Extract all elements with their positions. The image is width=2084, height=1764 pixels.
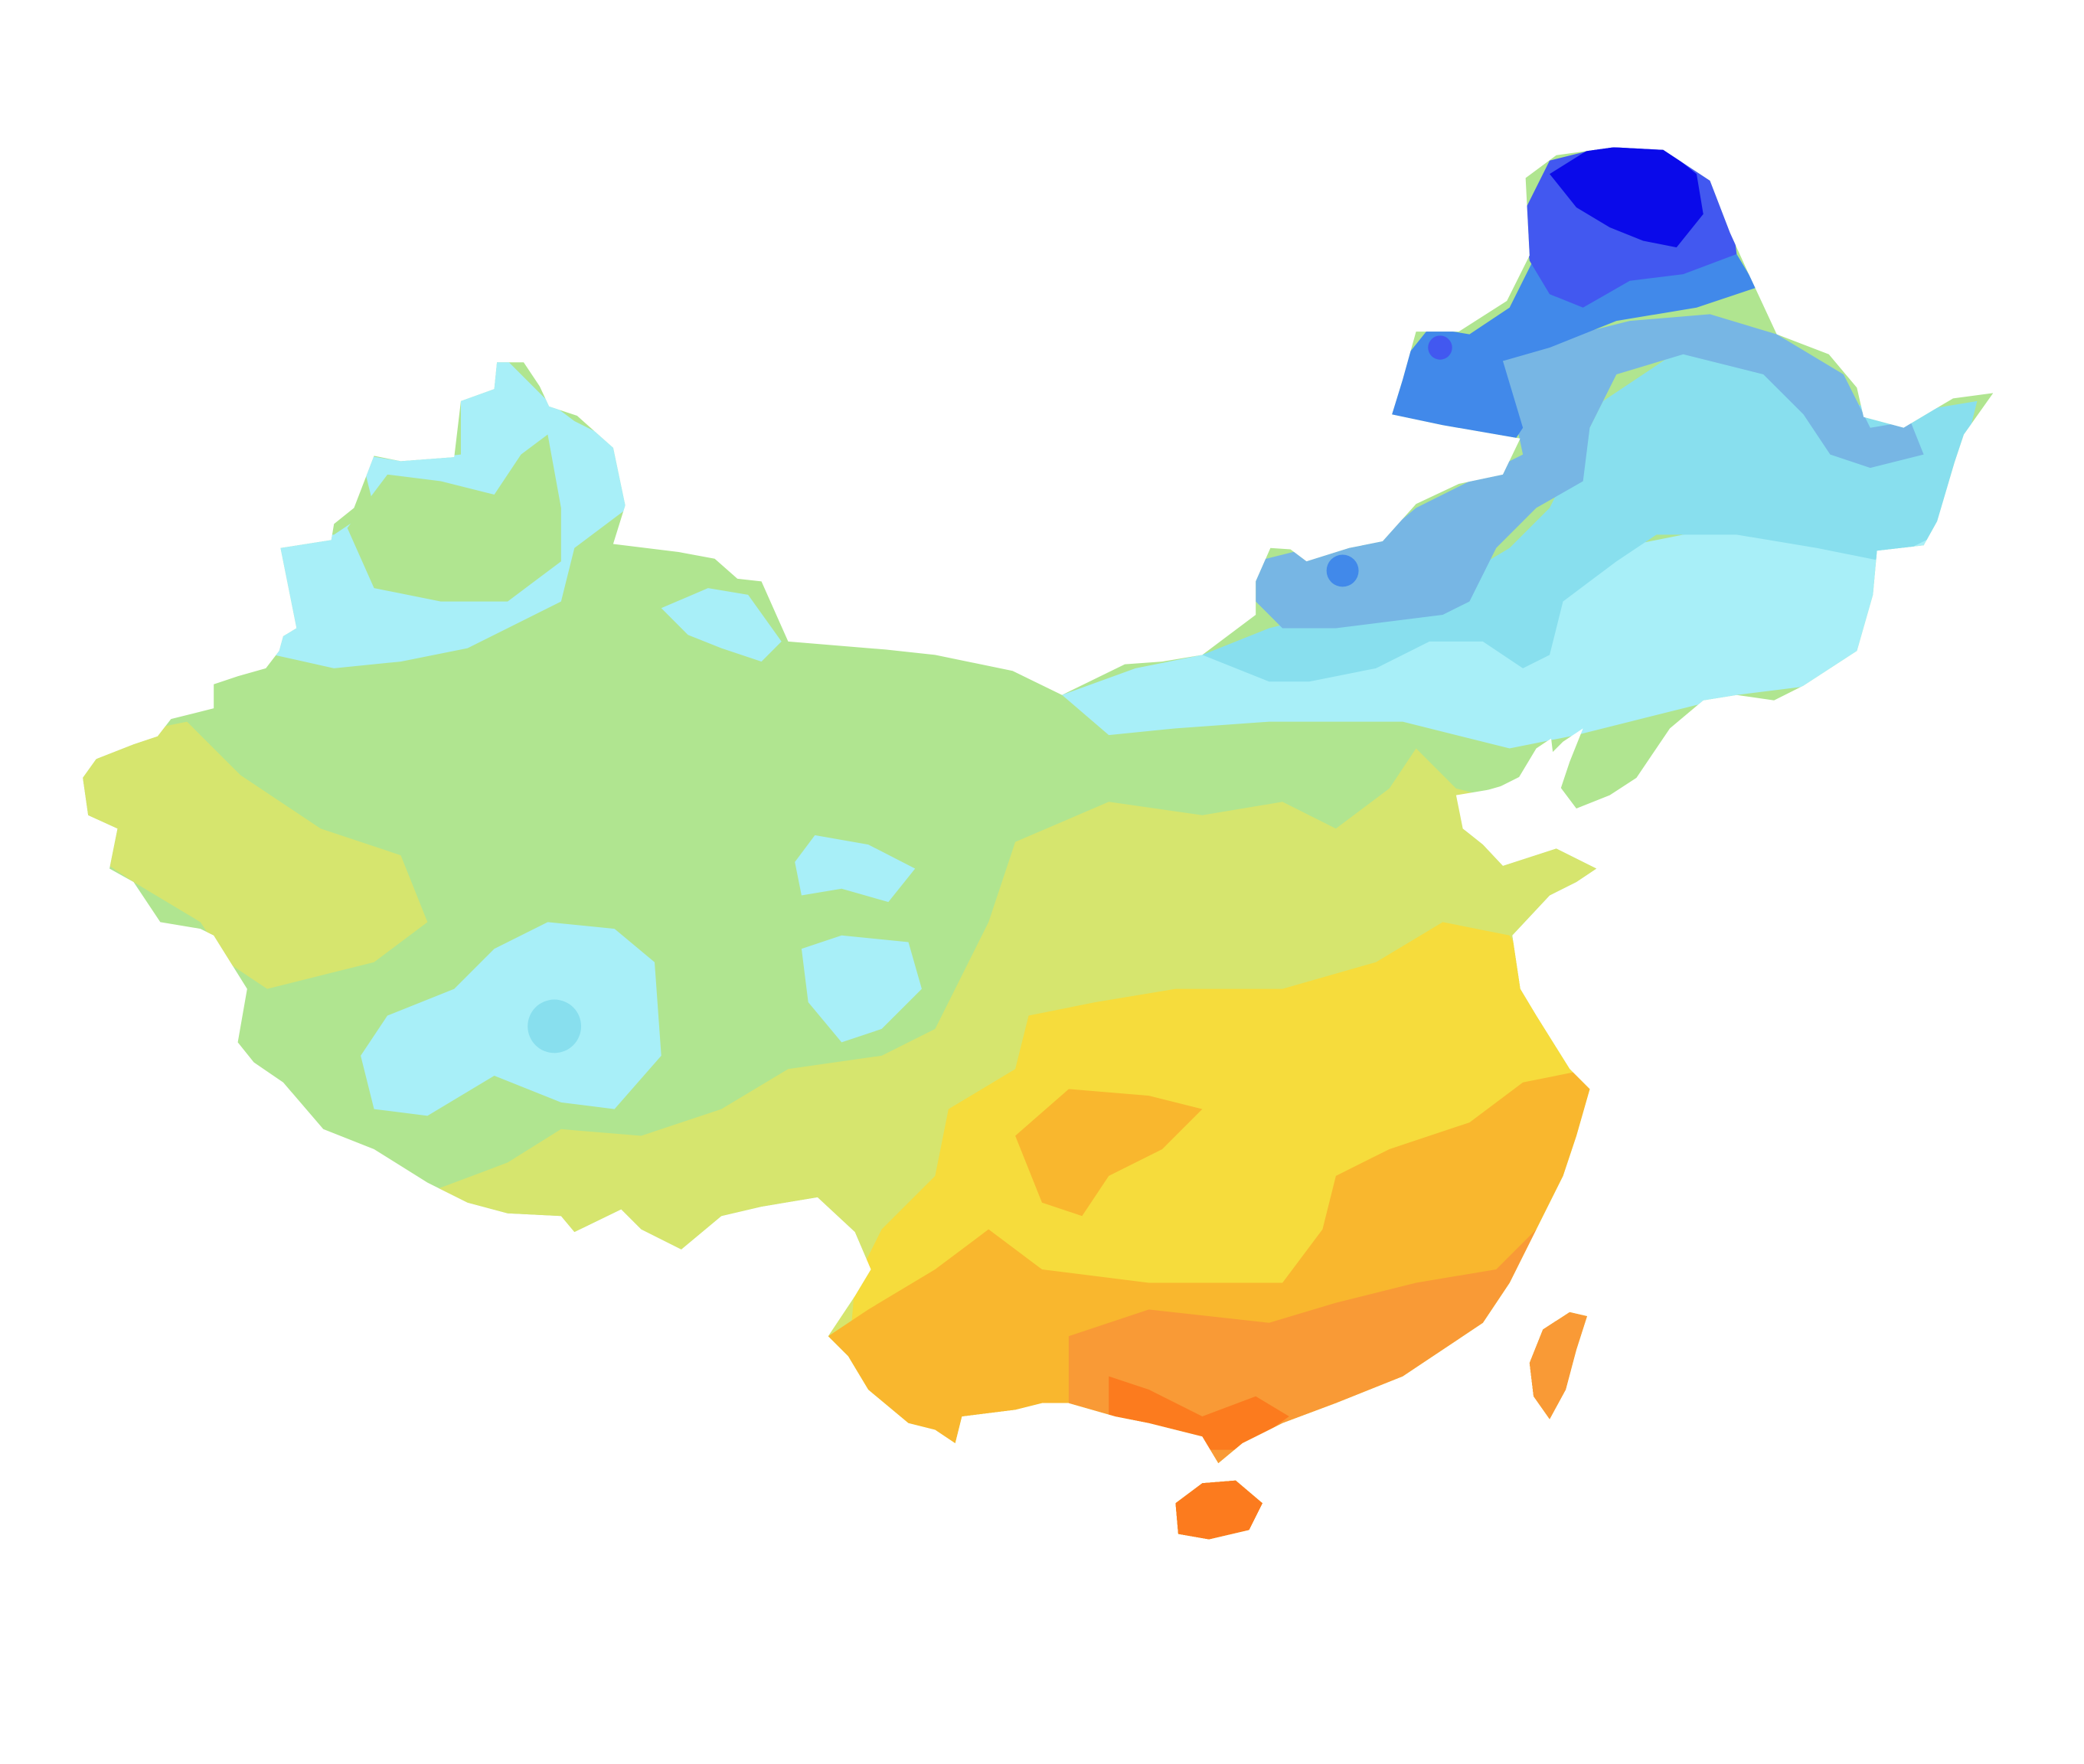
band-altai-green — [347, 434, 561, 602]
hainan-deep-orange — [1162, 1476, 1269, 1540]
bohai-sea — [1455, 728, 1583, 849]
band-tarim-yellow-green — [83, 721, 428, 989]
ne-blue-spot — [1326, 554, 1359, 587]
band-tianshan-east-pale-blue — [661, 588, 782, 662]
tibet-core-blue — [528, 999, 582, 1054]
band-light-orange-patch — [1015, 1089, 1203, 1217]
band-qinghai-pale-blue-1 — [795, 835, 916, 903]
band-ne-blue — [1389, 227, 1757, 448]
band-ne-mid-blue — [1256, 314, 1924, 629]
band-ne-sky-blue — [1202, 334, 1978, 682]
band-qinghai-pale-blue-2 — [801, 935, 922, 1043]
ne-indigo-spot — [1428, 335, 1452, 360]
band-ne-deep-blue — [1550, 147, 1703, 248]
taiwan-orange — [1523, 1302, 1597, 1430]
band-tibet-pale-blue — [361, 922, 661, 1116]
